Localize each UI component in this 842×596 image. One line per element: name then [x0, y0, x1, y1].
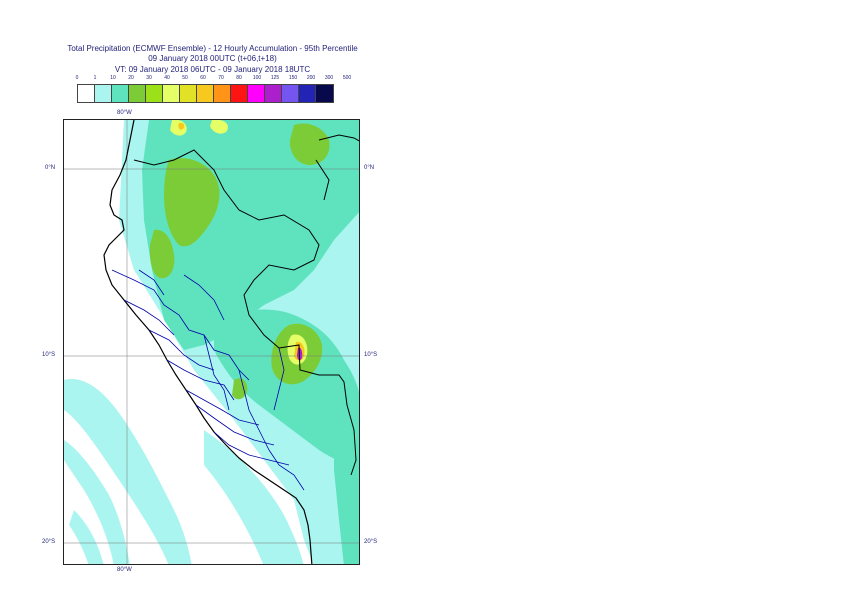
legend-label: 80 — [236, 75, 242, 81]
lat-label-10s-right: 10°S — [364, 352, 378, 358]
legend-swatch — [146, 85, 163, 102]
legend-swatch — [265, 85, 282, 102]
legend-swatch — [214, 85, 231, 102]
legend-label: 100 — [252, 75, 262, 81]
title-line-2: 09 January 2018 00UTC (t+06,t+18) — [148, 54, 277, 63]
legend-label: 40 — [164, 75, 170, 81]
legend-swatch — [299, 85, 316, 102]
legend-label: 70 — [218, 75, 224, 81]
lat-label-eq-right: 0°N — [364, 165, 375, 171]
national-borders — [133, 134, 359, 476]
map-svg — [64, 120, 359, 564]
legend-label: 300 — [324, 75, 334, 81]
lat-label-10s-left: 10°S — [42, 352, 56, 358]
legend-label: 500 — [342, 75, 352, 81]
color-legend-bar — [77, 84, 334, 103]
legend-label: 20 — [128, 75, 134, 81]
legend-labels: 0 1 10 20 30 40 50 60 70 80 100 125 150 … — [75, 75, 352, 83]
legend-label: 200 — [306, 75, 316, 81]
regional-borders — [111, 269, 305, 491]
coastline — [103, 120, 313, 564]
legend-swatch — [231, 85, 248, 102]
lat-label-20s-left: 20°S — [42, 539, 56, 545]
legend-swatch — [180, 85, 197, 102]
legend-label: 10 — [110, 75, 116, 81]
title-line-3: VT: 09 January 2018 06UTC - 09 January 2… — [114, 65, 311, 74]
legend-swatch — [95, 85, 112, 102]
legend-swatch — [282, 85, 299, 102]
legend-swatch — [197, 85, 214, 102]
legend-label: 60 — [200, 75, 206, 81]
legend-label: 0 — [75, 75, 79, 81]
lon-label-bottom: 80°W — [117, 567, 132, 573]
legend-swatch — [163, 85, 180, 102]
legend-swatch — [316, 85, 333, 102]
legend-label: 30 — [146, 75, 152, 81]
legend-swatch — [129, 85, 146, 102]
legend-label: 50 — [182, 75, 188, 81]
lon-label-top: 80°W — [117, 110, 132, 116]
lat-label-eq-left: 0°N — [45, 165, 56, 171]
legend-swatch — [248, 85, 265, 102]
legend-swatch — [112, 85, 129, 102]
precipitation-map — [63, 119, 360, 565]
legend-label: 150 — [288, 75, 298, 81]
legend-label: 125 — [270, 75, 280, 81]
legend-swatch — [78, 85, 95, 102]
title-line-1: Total Precipitation (ECMWF Ensemble) - 1… — [67, 44, 358, 53]
legend-label: 1 — [93, 75, 97, 81]
lat-label-20s-right: 20°S — [364, 539, 378, 545]
